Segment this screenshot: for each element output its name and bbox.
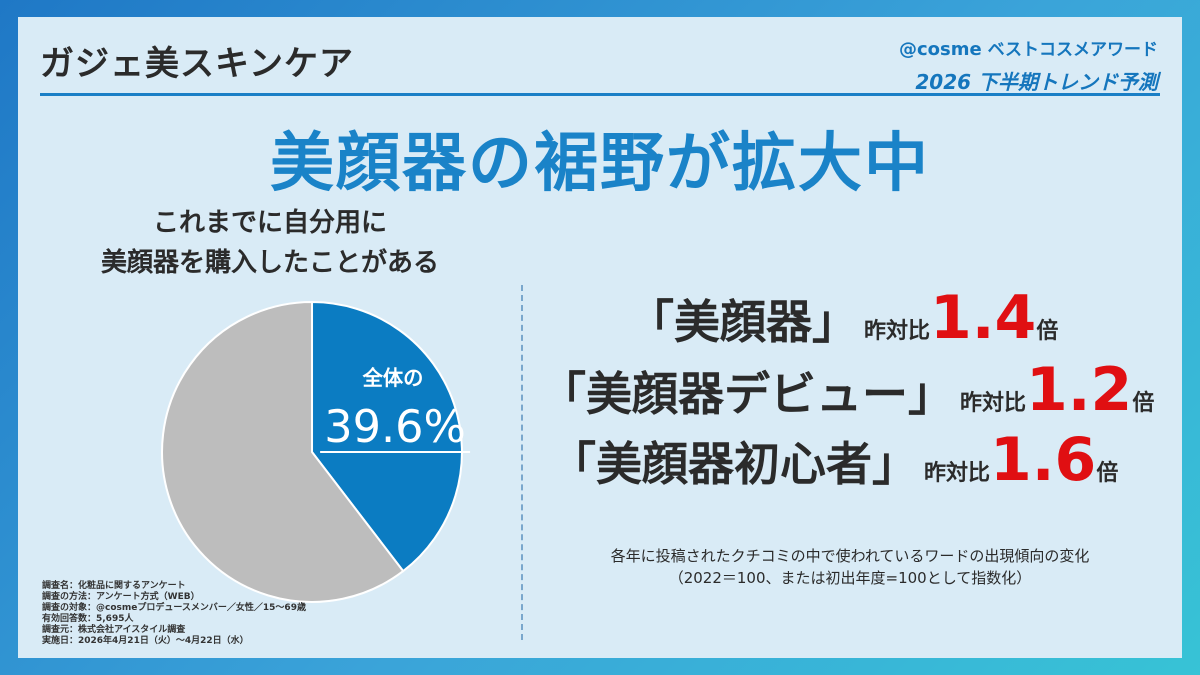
stat-unit: 倍 [1036,319,1059,344]
survey-line: 調査元：株式会社アイスタイル調査 [42,625,186,635]
stat-term: 「美顔器初心者」 [550,437,918,491]
header-divider [40,93,1160,96]
brand-award: @cosme ベストコスメアワード [899,35,1158,60]
stat-ratio: 1.6 [990,425,1097,495]
pie-callout-value: 39.6% [324,401,466,453]
survey-line: 有効回答数：5,695人 [42,614,134,624]
pie-svg: 全体の 39.6% [161,301,471,603]
section-divider [521,285,523,640]
stat-unit: 倍 [1096,461,1119,486]
survey-line: 実施日：2026年4月21日（火）〜4月22日（水） [42,636,249,646]
pie-chart: 全体の 39.6% [160,300,471,604]
index-note-line1: 各年に投稿されたクチコミの中で使われているワードの出現傾向の変化 [610,547,1090,565]
brand-award-label: ベストコスメアワード [981,40,1158,60]
chart-title: これまでに自分用に 美顔器を購入したことがある [60,203,480,283]
stat-ratio: 1.4 [930,283,1037,353]
stat-unit: 倍 [1132,391,1155,416]
headline: 美顔器の裾野が拡大中 [270,127,930,201]
brand-logo: @cosme [899,39,982,60]
stat-yoy-label: 昨対比 [924,461,991,486]
stat-row-bigankki: 「美顔器」 昨対比1.4倍 [628,283,1058,353]
brand-subtitle: 2026 下半期トレンド予測 [915,70,1158,94]
pie-slice-purchased [310,301,463,573]
stat-row-debut: 「美顔器デビュー」 昨対比1.2倍 [540,355,1154,425]
stat-row-beginner: 「美顔器初心者」 昨対比1.6倍 [550,425,1118,495]
survey-line: 調査名：化粧品に関するアンケート [42,581,186,591]
stat-term: 「美顔器」 [628,295,858,349]
stat-term: 「美顔器デビュー」 [540,367,954,421]
chart-title-line2: 美顔器を購入したことがある [100,248,439,278]
survey-info: 調査名：化粧品に関するアンケート 調査の方法：アンケート方式（WEB） 調査の対… [42,581,306,647]
stat-ratio: 1.2 [1026,355,1133,425]
stat-yoy-label: 昨対比 [960,391,1027,416]
index-note-line2: （2022＝100、または初出年度=100として指数化） [668,569,1032,587]
index-note: 各年に投稿されたクチコミの中で使われているワードの出現傾向の変化 （2022＝1… [530,545,1170,589]
pie-callout-label: 全体の [362,366,424,390]
survey-line: 調査の対象：@cosmeプロデュースメンバー／女性／15〜69歳 [42,603,306,613]
stat-yoy-label: 昨対比 [864,319,931,344]
brand-block: @cosme ベストコスメアワード 2026 下半期トレンド予測 [899,35,1158,95]
page-title: ガジェ美スキンケア [40,44,354,84]
survey-line: 調査の方法：アンケート方式（WEB） [42,592,200,602]
chart-title-line1: これまでに自分用に [152,208,387,238]
pie-slice-other [161,301,405,603]
